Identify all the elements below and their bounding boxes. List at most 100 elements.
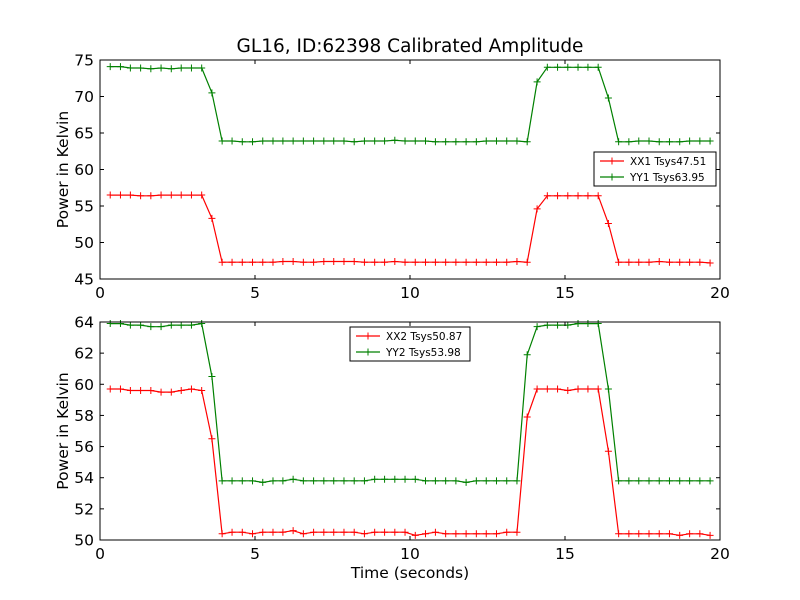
series-line [110,65,711,143]
data-point [706,137,714,145]
data-point [391,528,399,536]
data-point [686,258,694,266]
data-point [249,477,257,485]
data-point [289,475,297,483]
data-point [238,258,246,266]
x-tick-label: 0 [95,545,105,563]
data-point [645,477,653,485]
data-point [645,530,653,538]
data-point [472,477,480,485]
data-point [208,89,216,97]
y-tick-label: 64 [74,314,94,332]
data-point [360,530,368,538]
legend-entry: XX2 Tsys50.87 [386,331,462,343]
data-point [137,64,145,72]
legend: XX2 Tsys50.87 YY2 Tsys53.98 [349,326,471,362]
data-point [513,257,521,265]
legend-box [593,151,717,187]
legend-entry: YY2 Tsys53.98 [385,347,461,359]
data-point [422,137,429,145]
data-point [615,530,623,538]
data-point [279,137,287,145]
data-point [594,320,602,328]
data-point [259,137,267,145]
data-point [147,192,155,200]
data-point [187,321,195,329]
data-point [157,388,165,396]
data-point [299,258,307,266]
data-point [289,137,297,145]
data-point [269,258,277,266]
data-point [147,387,155,395]
data-point [360,477,368,485]
data-point [706,259,714,267]
data-point [147,323,155,331]
data-point [238,477,246,485]
data-point [513,528,521,536]
data-point [645,137,653,145]
data-point [137,192,145,200]
data-point [635,477,643,485]
data-point [106,63,114,71]
data-point [564,63,572,71]
data-point [350,257,358,265]
data-point [533,385,541,393]
data-point [655,138,663,146]
data-point [431,528,439,536]
data-point [625,530,633,538]
data-point [574,63,582,71]
data-point [381,137,389,145]
data-point [422,258,429,266]
data-point [310,258,318,266]
legend-marker [364,348,372,356]
data-point [706,531,714,539]
data-point [472,530,480,538]
y-tick-label: 70 [74,88,94,106]
y-tick-label: 50 [74,532,94,550]
data-point [594,385,602,393]
data-point [615,477,623,485]
data-point [320,137,328,145]
data-point [554,63,562,71]
data-point [401,258,409,266]
y-tick-label: 45 [74,271,94,289]
data-point [462,478,470,486]
data-point [523,138,531,146]
data-point [625,477,633,485]
data-point [167,388,175,396]
data-point [371,137,379,145]
data-point [665,477,673,485]
data-point [594,192,602,200]
series-2 [106,63,714,146]
data-point [625,258,633,266]
data-point [259,258,267,266]
data-point [208,435,216,443]
data-point [686,477,694,485]
data-point [676,138,684,146]
y-tick-label: 65 [74,125,94,143]
data-point [696,258,704,266]
data-point [330,137,338,145]
data-point [116,320,124,328]
data-point [676,477,684,485]
data-point [350,138,358,146]
data-point [371,528,379,536]
data-point [635,530,643,538]
data-point [299,477,307,485]
data-point [269,477,277,485]
data-point [401,137,409,145]
data-point [482,477,490,485]
data-point [503,137,511,145]
data-point [391,257,399,265]
data-point [187,64,195,72]
data-point [492,477,500,485]
x-tick-label: 20 [710,284,730,302]
data-point [431,258,439,266]
legend-marker [364,332,372,340]
data-point [533,205,541,213]
data-point [431,138,439,146]
data-point [604,94,612,102]
chart-title: GL16, ID:62398 Calibrated Amplitude [237,36,584,57]
data-point [310,528,318,536]
